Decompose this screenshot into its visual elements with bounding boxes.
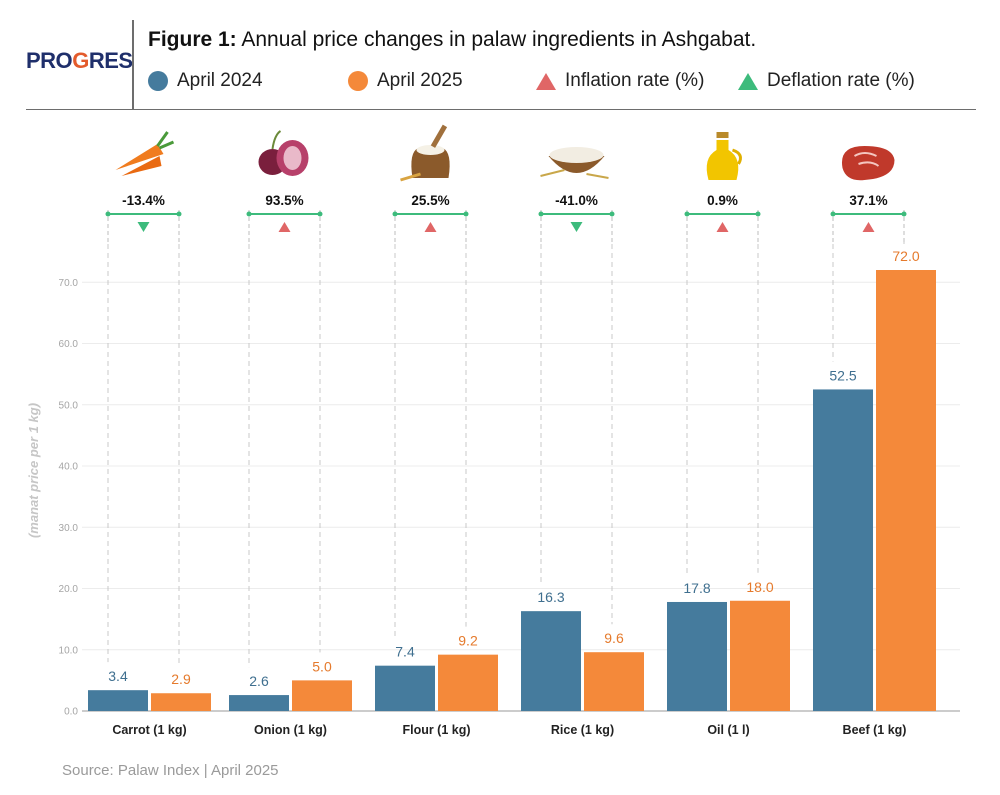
figure-title: Figure 1: Annual price changes in palaw … (148, 28, 757, 51)
bar-april-2025 (151, 693, 211, 711)
legend-label: Inflation rate (%) (565, 70, 705, 91)
y-tick-label: 70.0 (59, 278, 79, 289)
y-tick-label: 30.0 (59, 523, 79, 534)
legend-item-deflation: Deflation rate (%) (738, 70, 915, 92)
source-note: Source: Palaw Index | April 2025 (62, 762, 279, 779)
change-rate-label: 0.9% (707, 193, 738, 208)
data-label-april-2024: 2.6 (249, 673, 269, 689)
carrot-icon (115, 131, 175, 176)
x-tick-label: Beef (1 kg) (843, 723, 907, 737)
header-horizontal-divider (26, 109, 976, 110)
y-tick-label: 20.0 (59, 584, 79, 595)
bar-april-2024 (229, 695, 289, 711)
bracket-end (176, 211, 182, 217)
change-rate-label: 25.5% (411, 193, 449, 208)
bar-april-2024 (667, 601, 727, 711)
inflation-triangle-icon (862, 222, 875, 232)
legend-item-april-2024: April 2024 (148, 70, 263, 92)
flour-sack-icon (400, 124, 450, 182)
inflation-triangle-icon (536, 72, 556, 90)
bracket-end (246, 211, 252, 217)
bracket-end (830, 211, 836, 217)
bracket-end (901, 211, 907, 217)
bracket-end (538, 211, 544, 217)
legend-circle-icon (148, 71, 168, 91)
y-tick-label: 50.0 (59, 400, 79, 411)
y-axis-label: (manat price per 1 kg) (26, 403, 41, 538)
bracket-end (684, 211, 690, 217)
y-tick-label: 40.0 (59, 462, 79, 473)
data-label-april-2025: 5.0 (312, 658, 332, 674)
oil-bottle-icon (706, 132, 742, 180)
bracket-end (317, 211, 323, 217)
legend-circle-icon (348, 71, 368, 91)
data-label-april-2024: 17.8 (683, 580, 710, 596)
data-label-april-2024: 52.5 (829, 367, 856, 383)
inflation-triangle-icon (424, 222, 437, 232)
bar-april-2025 (730, 600, 790, 711)
y-tick-label: 0.0 (64, 707, 78, 718)
bar-april-2024 (813, 389, 873, 711)
change-rate-label: 37.1% (849, 193, 887, 208)
legend: April 2024 April 2025 Inflation rate (%)… (148, 70, 968, 98)
onion-icon (258, 130, 309, 176)
bracket-end (609, 211, 615, 217)
inflation-triangle-icon (716, 222, 729, 232)
data-label-april-2025: 2.9 (171, 671, 191, 687)
legend-label: Deflation rate (%) (767, 70, 915, 91)
data-label-april-2025: 9.6 (604, 630, 624, 646)
x-tick-label: Flour (1 kg) (402, 723, 470, 737)
y-tick-label: 10.0 (59, 645, 79, 656)
x-tick-label: Carrot (1 kg) (112, 723, 186, 737)
deflation-triangle-icon (570, 222, 583, 232)
legend-label: April 2025 (377, 70, 463, 91)
bar-april-2025 (584, 652, 644, 711)
bracket-end (755, 211, 761, 217)
bar-april-2025 (438, 654, 498, 711)
header-vertical-divider (132, 20, 134, 110)
legend-label: April 2024 (177, 70, 263, 91)
data-label-april-2024: 7.4 (395, 644, 415, 660)
bar-april-2024 (521, 611, 581, 711)
bracket-end (463, 211, 469, 217)
data-label-april-2025: 18.0 (746, 579, 773, 595)
y-tick-label: 60.0 (59, 339, 79, 350)
bar-april-2024 (88, 690, 148, 711)
x-tick-label: Rice (1 kg) (551, 723, 614, 737)
bar-april-2025 (876, 270, 936, 711)
change-rate-label: -41.0% (555, 193, 598, 208)
beef-steak-icon (841, 146, 895, 181)
inflation-triangle-icon (278, 222, 291, 232)
data-label-april-2025: 9.2 (458, 633, 478, 649)
bar-april-2025 (292, 680, 352, 711)
change-rate-label: 93.5% (265, 193, 303, 208)
deflation-triangle-icon (137, 222, 150, 232)
x-tick-label: Onion (1 kg) (254, 723, 327, 737)
progres-logo: PROGRES (26, 48, 133, 73)
x-tick-label: Oil (1 l) (707, 723, 749, 737)
bracket-end (392, 211, 398, 217)
data-label-april-2025: 72.0 (892, 248, 919, 264)
data-label-april-2024: 16.3 (537, 589, 564, 605)
deflation-triangle-icon (738, 72, 758, 90)
legend-item-inflation: Inflation rate (%) (536, 70, 704, 92)
bracket-end (105, 211, 111, 217)
data-label-april-2024: 3.4 (108, 668, 128, 684)
legend-item-april-2025: April 2025 (348, 70, 463, 92)
rice-bowl-icon (540, 147, 609, 179)
change-rate-label: -13.4% (122, 193, 165, 208)
bar-april-2024 (375, 665, 435, 711)
